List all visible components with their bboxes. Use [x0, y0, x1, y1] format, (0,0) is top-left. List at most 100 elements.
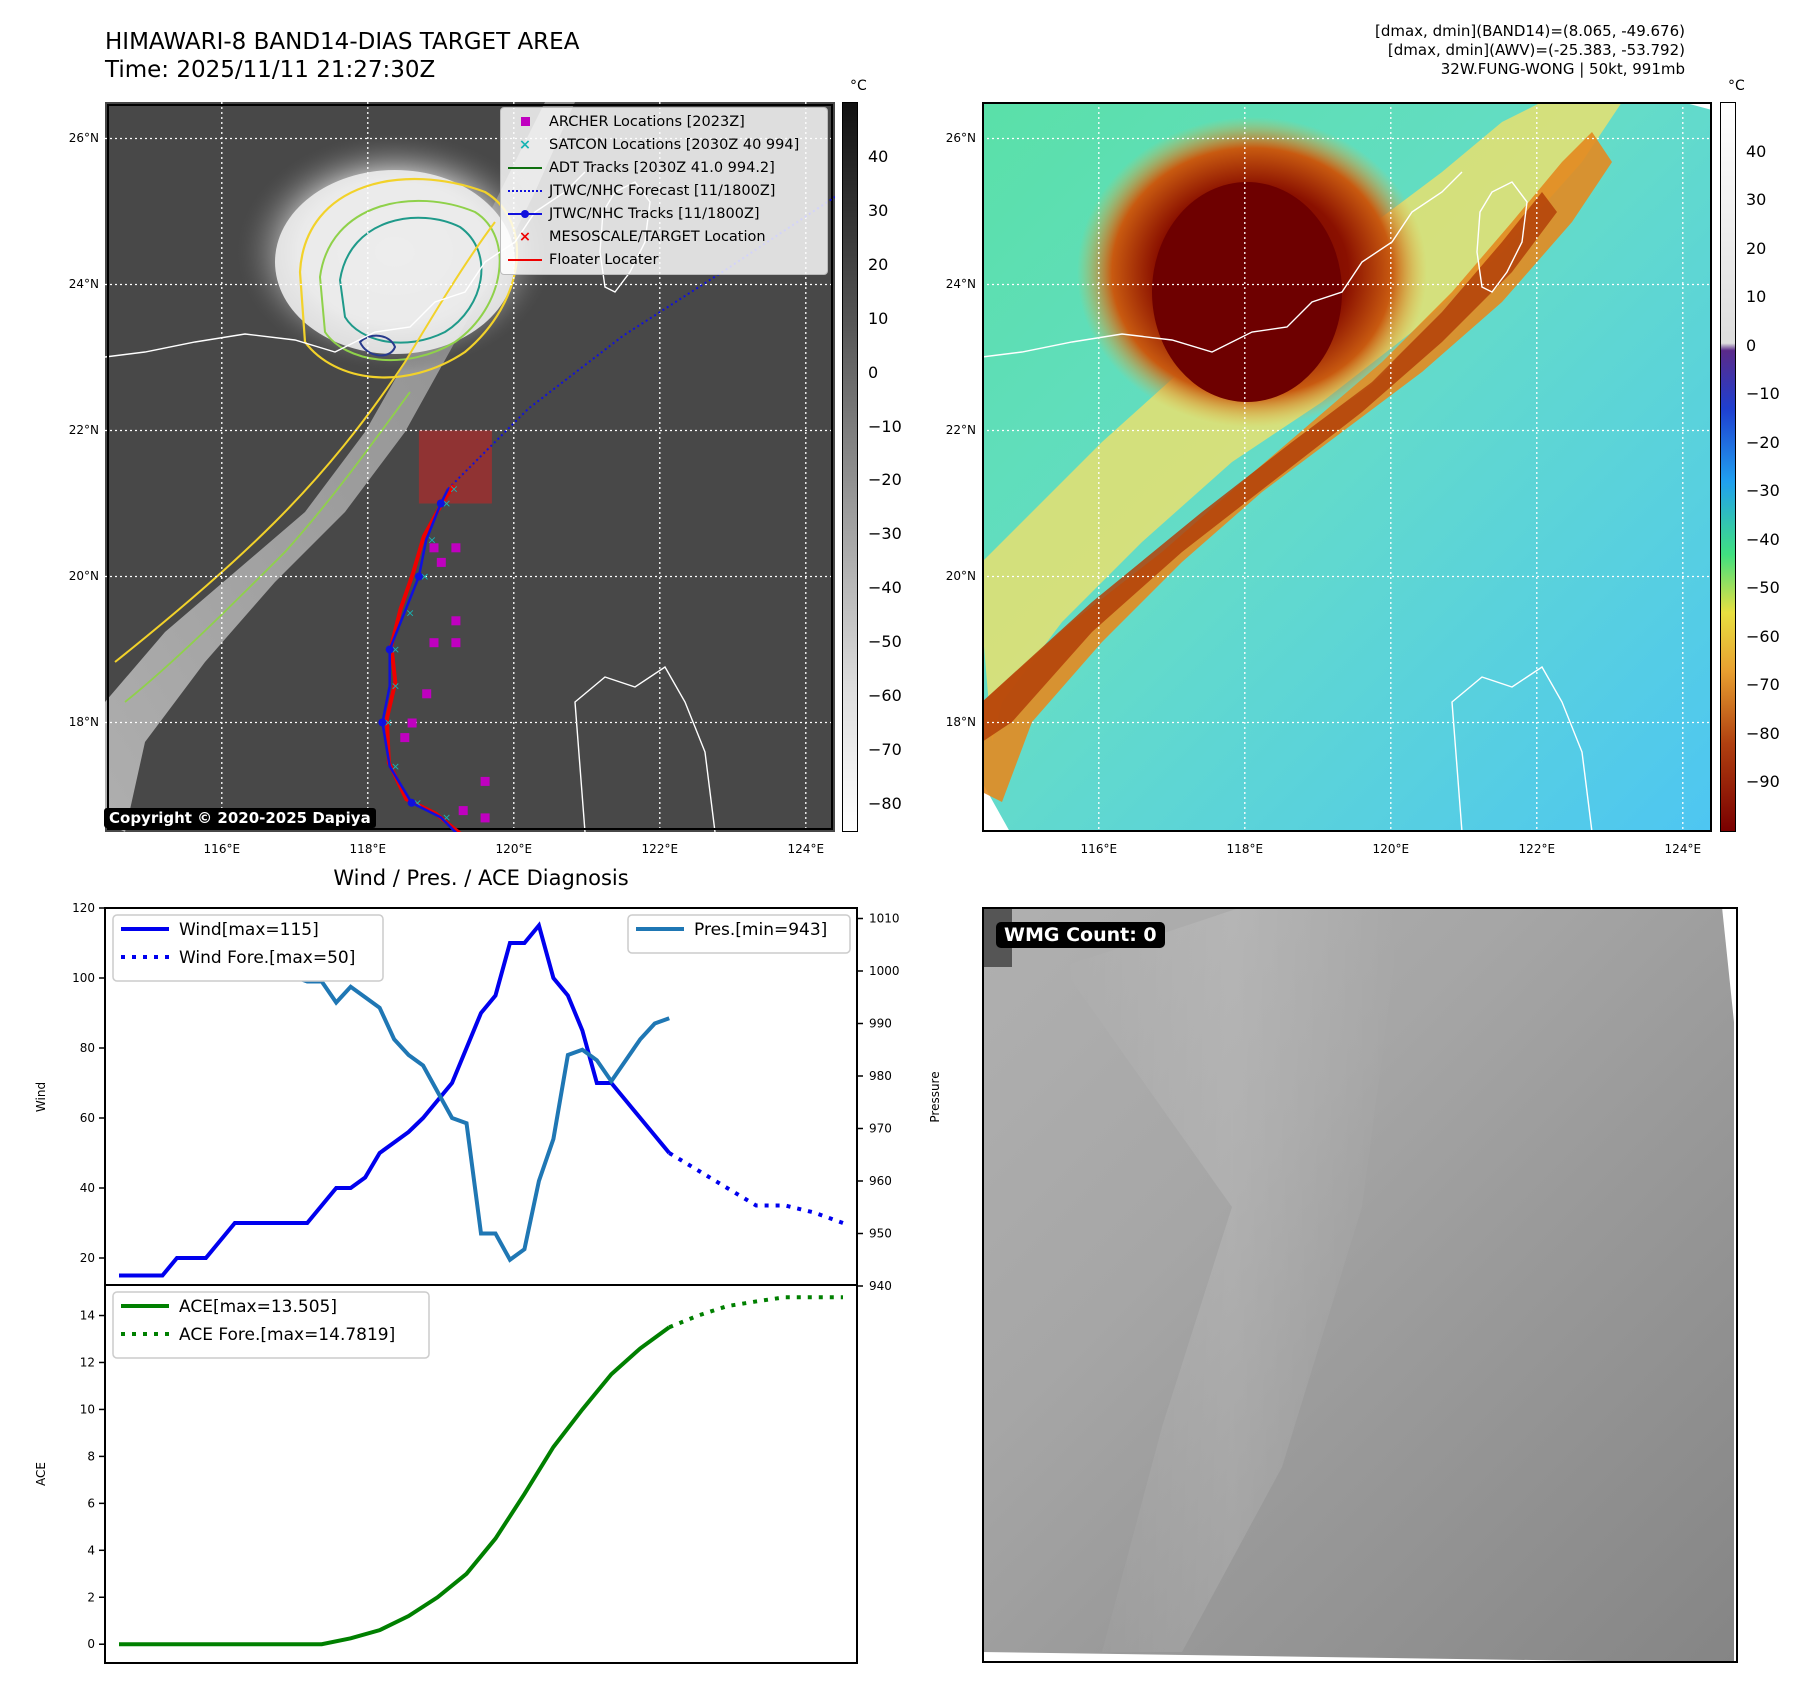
legend-item: × SATCON Locations [2030Z 40 994] — [505, 133, 823, 156]
lon-label: 120°E — [495, 842, 533, 856]
lon-label: 122°E — [641, 842, 679, 856]
y-axis-label: Wind — [34, 1082, 48, 1112]
gray-colorbar-unit: °C — [850, 78, 867, 94]
y-tick-label: 14 — [80, 1309, 95, 1323]
lat-label: 18°N — [68, 714, 99, 729]
colorbar-tick: −20 — [1746, 432, 1780, 452]
lon-label: 118°E — [349, 842, 387, 856]
chart-legend-label: ACE Fore.[max=14.7819] — [179, 1325, 395, 1345]
archer-point — [422, 689, 432, 699]
colorbar-tick: −10 — [1746, 384, 1780, 404]
color-map-frame — [982, 102, 1712, 832]
legend-item: JTWC/NHC Forecast [11/1800Z] — [505, 179, 823, 202]
colorbar-tick: 0 — [868, 362, 879, 382]
satcon-marker: × — [449, 483, 458, 496]
lon-label: 116°E — [1080, 842, 1118, 856]
luzon-coastline-2 — [1451, 666, 1593, 832]
ace-chart: 0 2 4 6 8 10 12 14 ACE ACE[max=13.505] ACE Fore.[m… — [34, 1284, 858, 1664]
storm-core-center — [1152, 182, 1342, 402]
chart-legend-label: Pres.[min=943] — [694, 920, 827, 940]
jtwc-forecast-line — [447, 196, 835, 490]
info-line-2: [dmax, dmin](AWV)=(-25.383, -53.792) — [1387, 41, 1685, 59]
lon-label: 120°E — [1372, 842, 1410, 856]
colorbar-tick: −60 — [868, 686, 902, 706]
gray-colorbar-ticks: 40 30 20 10 0 −10 −20 −30 −40 −50 −60 −70 −80 — [862, 102, 922, 830]
y-tick-label: 0 — [87, 1637, 95, 1651]
archer-point — [451, 616, 461, 626]
y-tick-label: 20 — [80, 1251, 95, 1265]
legend-symbol: × — [518, 136, 532, 153]
y-tick-label: 10 — [80, 1402, 95, 1416]
chart-legend — [627, 914, 851, 954]
series-line-1 — [668, 1151, 844, 1225]
satcon-marker: × — [391, 643, 400, 656]
legend-item: JTWC/NHC Tracks [11/1800Z] — [505, 202, 823, 225]
satcon-marker: × — [391, 680, 400, 693]
satcon-marker: × — [413, 796, 422, 809]
lat-label: 26°N — [68, 130, 99, 145]
y2-tick-label: 980 — [869, 1069, 892, 1083]
target-box — [418, 430, 492, 504]
y-axis-label: ACE — [34, 1462, 48, 1486]
lon-label: 124°E — [787, 842, 825, 856]
archer-point — [480, 813, 490, 823]
legend-label: ADT Tracks [2030Z 41.0 994.2] — [549, 159, 775, 176]
colorbar-tick: −60 — [1746, 626, 1780, 646]
wind-pressure-chart: 20 40 60 80 100 120 Wind 940 950 960 970 980 990 1000… — [34, 901, 942, 1293]
y-tick-label: 100 — [72, 971, 95, 985]
wmg-frame — [982, 907, 1738, 1663]
color-colorbar — [1720, 102, 1736, 832]
cloud-band-inner — [982, 192, 1557, 742]
color-colorbar-ticks: 40 30 20 10 0 −10 −20 −30 −40 −50 −60 −70 −80 −90 — [1740, 102, 1797, 830]
colorbar-tick: −70 — [868, 740, 902, 760]
info-line-3: 32W.FUNG-WONG | 50kt, 991mb — [1440, 60, 1685, 78]
info-line-1: [dmax, dmin](BAND14)=(8.065, -49.676) — [1374, 22, 1685, 40]
y2-tick-label: 1000 — [869, 964, 900, 978]
legend-symbol: × — [518, 228, 532, 245]
jtwc-track-point — [407, 798, 416, 807]
colorbar-tick: −80 — [1746, 723, 1780, 743]
colorbar-tick: 0 — [1746, 335, 1757, 355]
lon-label: 116°E — [203, 842, 241, 856]
colorbar-tick: −30 — [1746, 481, 1780, 501]
legend-label: SATCON Locations [2030Z 40 994] — [549, 136, 800, 153]
copyright-badge: Copyright © 2020-2025 Dapiya — [104, 808, 376, 828]
legend-symbol — [505, 206, 545, 222]
legend-label: ARCHER Locations [2023Z] — [549, 113, 745, 130]
contour-teal — [338, 216, 483, 344]
lon-label: 118°E — [1226, 842, 1264, 856]
map-legend: ARCHER Locations [2023Z] × SATCON Location… — [500, 107, 828, 275]
jtwc-track-point — [414, 572, 423, 581]
track-layer: ×××××××××××× — [378, 196, 835, 832]
satcon-marker: × — [442, 497, 451, 510]
luzon-coastline — [574, 666, 716, 832]
jtwc-track-point — [436, 499, 445, 508]
wmg-streak — [1062, 907, 1402, 1652]
y2-tick-label: 960 — [869, 1174, 892, 1188]
series-line-0 — [119, 1325, 671, 1647]
jtwc-track-point — [378, 718, 387, 727]
contour-yellow-band — [114, 221, 496, 663]
chart-legend — [112, 914, 384, 982]
gray-colorbar — [842, 102, 858, 832]
satcon-marker: × — [420, 570, 429, 583]
chart-legend-label: Wind Fore.[max=50] — [179, 948, 355, 968]
china-coastline-2 — [982, 171, 1463, 358]
title-line-1: HIMAWARI-8 BAND14-DIAS TARGET AREA — [105, 29, 580, 55]
wmg-count-badge: WMG Count: 0 — [996, 922, 1165, 948]
archer-point — [429, 543, 439, 553]
lat-label: 18°N — [945, 714, 976, 729]
archer-point — [407, 718, 417, 728]
colorbar-tick: −70 — [1746, 675, 1780, 695]
legend-symbol — [505, 160, 545, 176]
legend-label: JTWC/NHC Tracks [11/1800Z] — [549, 205, 760, 222]
legend-symbol — [505, 183, 545, 199]
y-tick-label: 60 — [80, 1111, 95, 1125]
legend-symbol — [505, 114, 545, 130]
legend-item: Floater Locater — [505, 248, 823, 271]
lat-label: 24°N — [68, 276, 99, 291]
lat-label: 20°N — [945, 568, 976, 583]
archer-point — [429, 638, 439, 648]
y2-tick-label: 940 — [869, 1279, 892, 1293]
jtwc-track-line — [381, 488, 458, 832]
